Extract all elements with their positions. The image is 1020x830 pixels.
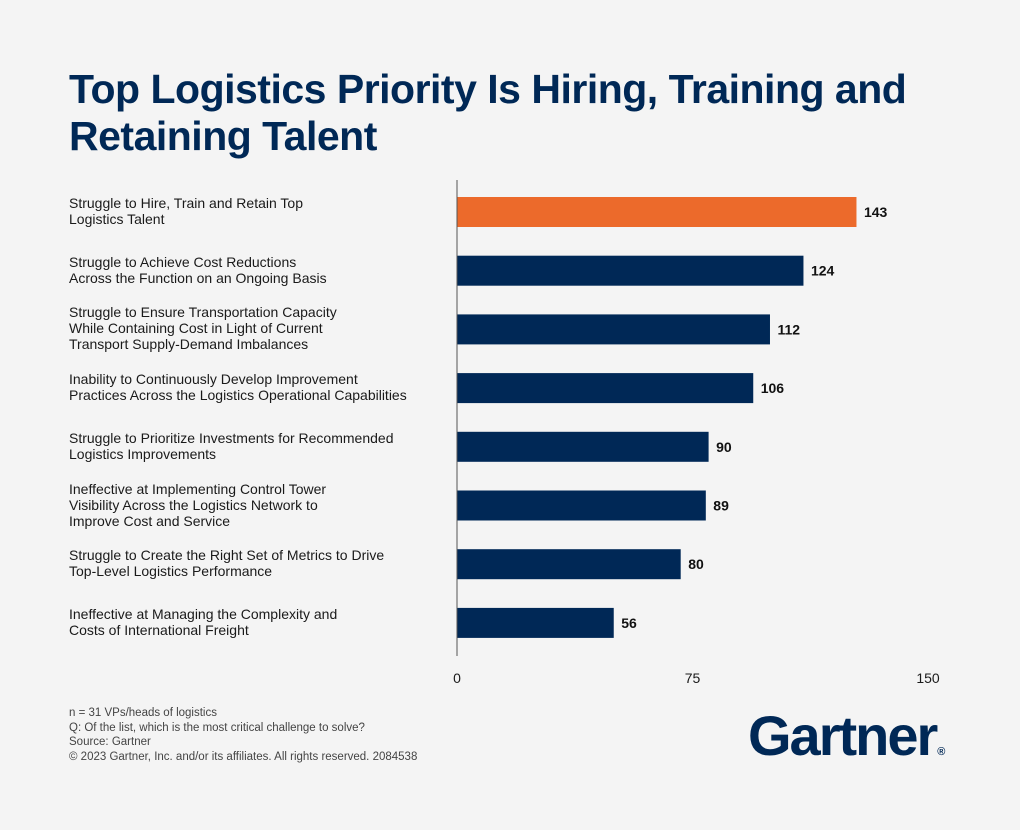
category-label-line: Struggle to Hire, Train and Retain Top <box>69 195 303 211</box>
x-tick-label: 75 <box>684 670 701 686</box>
category-label-line: Struggle to Ensure Transportation Capaci… <box>69 304 337 321</box>
data-label: 89 <box>713 498 729 514</box>
category-label-line: Logistics Improvements <box>69 445 217 462</box>
x-tick-label: 0 <box>453 670 461 686</box>
chart-title: Top Logistics Priority Is Hiring, Traini… <box>69 66 907 159</box>
category-label-line: Struggle to Create the Right Set of Metr… <box>69 547 385 564</box>
bar <box>457 549 681 580</box>
data-label: 112 <box>777 321 800 337</box>
footnote-source: Source: Gartner <box>69 736 151 748</box>
data-label: 143 <box>864 204 888 220</box>
bar <box>457 431 709 462</box>
bar <box>457 607 614 638</box>
data-label: 80 <box>688 556 704 572</box>
bar <box>457 314 770 345</box>
category-label-line: Improve Cost and Service <box>69 512 231 529</box>
category-label-line: Inability to Continuously Develop Improv… <box>69 371 358 388</box>
data-label: 124 <box>811 263 835 279</box>
category-label-line: Struggle to Prioritize Investments for R… <box>69 429 394 446</box>
category-label: Struggle to Create the Right Set of Metr… <box>69 547 454 579</box>
x-tick-label: 150 <box>916 670 940 686</box>
category-label-line: Visibility Across the Logistics Network … <box>69 496 318 513</box>
category-label: Struggle to Hire, Train and Retain Top Lo… <box>69 195 454 227</box>
category-label-line: Transport Supply-Demand Imbalances <box>69 336 309 353</box>
category-label: Ineffective at Implementing Control Towe… <box>69 481 454 529</box>
category-label: Ineffective at Managing the Complexity a… <box>69 606 454 638</box>
category-label: Struggle to Ensure Transportation Capaci… <box>69 304 454 352</box>
category-label-line: Across the Function on an Ongoing Basis <box>69 269 327 286</box>
footnotes: n = 31 VPs/heads of logistics Q: Of the … <box>69 706 417 764</box>
bar <box>457 373 754 404</box>
category-label-line: Costs of International Freight <box>69 621 249 638</box>
bar <box>457 255 804 286</box>
category-label-line: Ineffective at Implementing Control Towe… <box>69 480 327 497</box>
data-label: 56 <box>621 615 637 631</box>
data-label: 106 <box>761 380 785 396</box>
data-label: 90 <box>716 439 732 455</box>
category-label-line: Practices Across the Logistics Operation… <box>69 387 407 404</box>
footnote-copyright: © 2023 Gartner, Inc. and/or its affiliat… <box>69 750 418 763</box>
bar <box>457 197 857 227</box>
category-label: Struggle to Prioritize Investments for R… <box>69 430 454 462</box>
footnote-question: Q: Of the list, which is the most critic… <box>69 721 365 734</box>
category-label: Inability to Continuously Develop Improv… <box>69 371 454 403</box>
footnote-sample: n = 31 VPs/heads of logistics <box>69 707 217 719</box>
logo-text: Gartner <box>748 704 938 767</box>
category-label: Struggle to Achieve Cost Reductions Acros… <box>69 254 454 286</box>
category-label-line: Ineffective at Managing the Complexity a… <box>69 605 338 622</box>
category-label-line: Logistics Talent <box>69 211 165 227</box>
category-label-line: Struggle to Achieve Cost Reductions <box>69 253 297 270</box>
category-label-line: Top-Level Logistics Performance <box>69 563 273 580</box>
bar <box>457 490 706 521</box>
gartner-logo: Gartner® <box>748 703 945 768</box>
registered-mark: ® <box>937 746 946 758</box>
category-label-line: While Containing Cost in Light of Curren… <box>69 320 323 337</box>
